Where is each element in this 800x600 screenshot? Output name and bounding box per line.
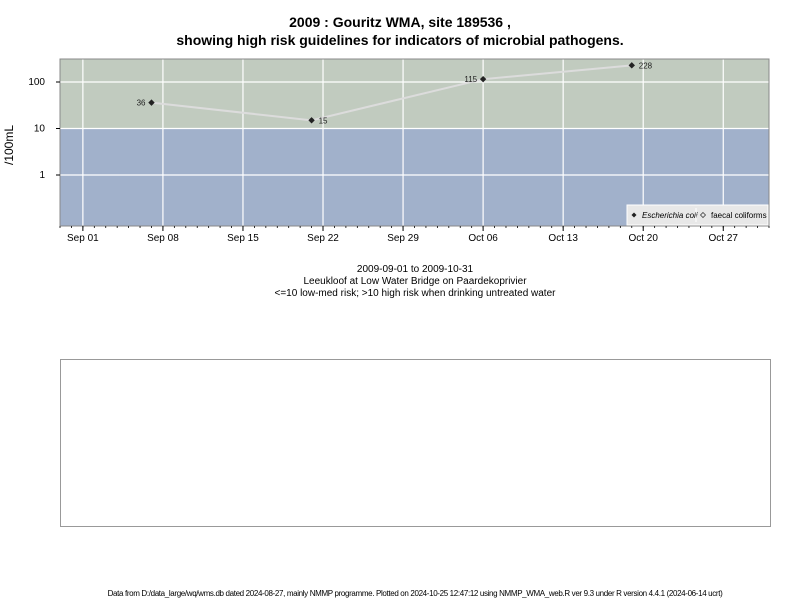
legend-marker-faecal [699, 211, 707, 219]
series-line-ecoli [151, 64, 632, 122]
legend: Escherichia coli faecal coliforms [626, 204, 769, 226]
data-label: 15 [319, 116, 328, 125]
data-label: 36 [137, 99, 146, 108]
microbial-chart: 36 15 115 228 Escherichia coli faecal colifo… [2, 58, 770, 244]
caption-site-name: Leeukloof at Low Water Bridge on Paardek… [303, 276, 527, 287]
x-tick-label: Oct 13 [548, 233, 578, 244]
data-label: 115 [464, 75, 477, 84]
axes: 1 10 100 Sep 01 Sep 08 Sep 15 Sep 22 Sep 29 Oct … [28, 77, 770, 244]
x-tick-label: Sep 01 [67, 233, 99, 244]
data-point [148, 99, 155, 106]
x-tick-label: Oct 20 [628, 233, 658, 244]
legend-label-faecal: faecal coliforms [711, 211, 767, 220]
data-label: 228 [639, 61, 653, 70]
high-risk-band [60, 59, 769, 129]
grid-lines [60, 59, 769, 226]
legend-marker-ecoli [631, 212, 637, 218]
chart-title-line2: showing high risk guidelines for indicat… [176, 32, 624, 48]
data-point [479, 75, 487, 83]
y-tick-label: 100 [28, 77, 45, 88]
x-tick-label: Sep 08 [147, 233, 179, 244]
caption-date-range: 2009-09-01 to 2009-10-31 [356, 264, 474, 275]
data-point [308, 117, 315, 124]
y-tick-label: 1 [39, 170, 45, 181]
caption-guideline: <=10 low-med risk; >10 high risk when dr… [274, 288, 556, 299]
x-tick-label: Oct 06 [468, 233, 498, 244]
legend-box [626, 204, 769, 226]
footer-note: Data from D:/data_large/wq/wms.db dated … [107, 589, 723, 598]
legend-label-ecoli: Escherichia coli [642, 211, 698, 220]
x-tick-label: Sep 29 [387, 233, 419, 244]
x-tick-label: Oct 27 [709, 233, 739, 244]
data-series: 36 15 115 228 [137, 61, 653, 125]
data-point [628, 62, 635, 69]
chart-title-line1: 2009 : Gouritz WMA, site 189536 , [289, 14, 511, 30]
x-tick-label: Sep 15 [227, 233, 259, 244]
x-tick-label: Sep 22 [307, 233, 339, 244]
y-tick-label: 10 [34, 124, 46, 135]
empty-plot-panel [60, 359, 771, 527]
y-axis-label: /100mL [2, 125, 16, 165]
